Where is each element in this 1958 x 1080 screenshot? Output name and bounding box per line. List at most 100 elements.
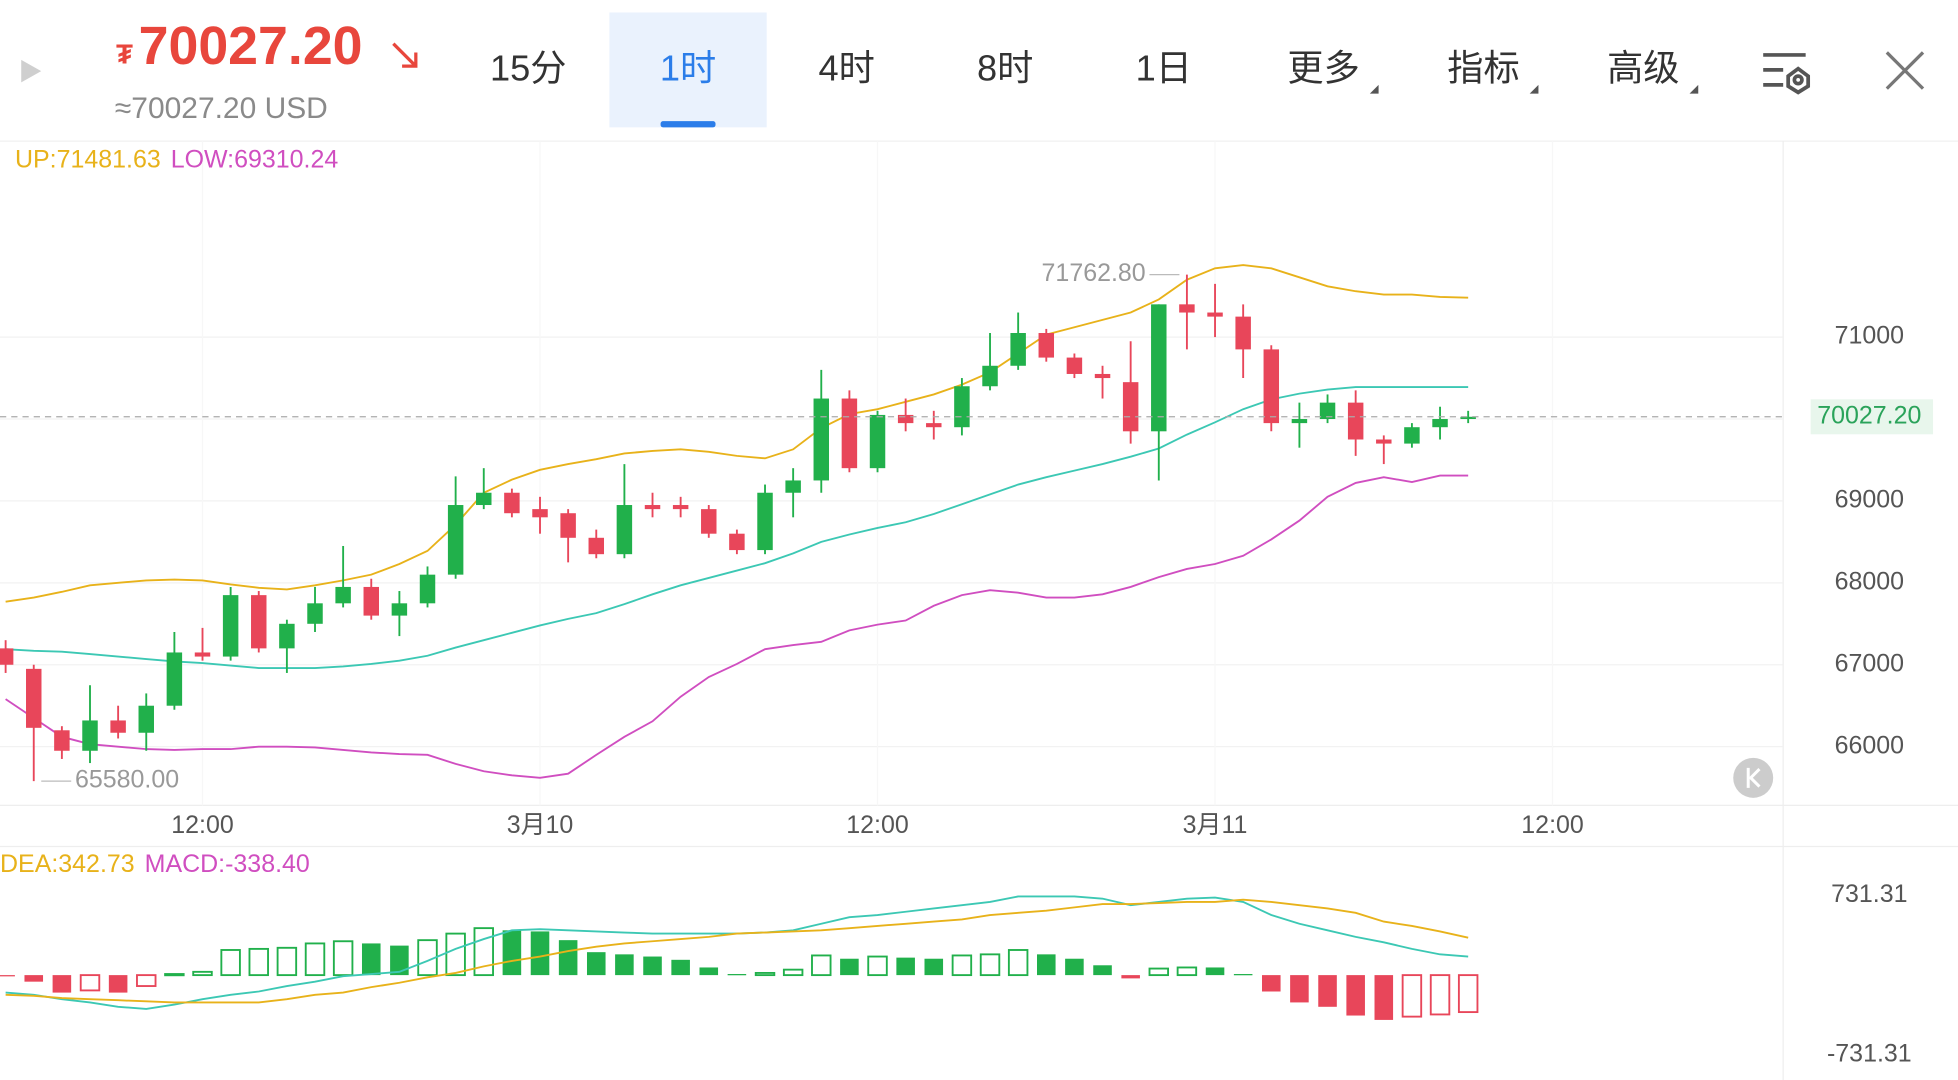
candle-body: [1094, 373, 1111, 379]
candle-body: [954, 386, 970, 428]
y-tick-label: 69000: [1835, 486, 1904, 514]
macd-bar: [840, 958, 859, 976]
settings-icon[interactable]: [1763, 53, 1811, 95]
macd-bar: [979, 953, 1001, 977]
candle-body: [644, 505, 661, 510]
tab[interactable]: 8时: [977, 48, 1033, 89]
candle-body: [757, 492, 773, 551]
candle-body: [560, 513, 576, 538]
candle-body: [82, 720, 98, 751]
candle-body: [279, 623, 295, 649]
tab-highlight: [609, 12, 767, 128]
macd-bar: [782, 968, 804, 977]
y-tick-label: 71000: [1835, 322, 1904, 350]
candle-body: [335, 586, 351, 604]
macd-bar: [1036, 954, 1056, 976]
play-icon[interactable]: [21, 59, 42, 83]
macd-bar: [896, 957, 915, 976]
legend-entry: MACD:-338.40: [145, 850, 310, 878]
candle-body: [672, 505, 689, 510]
tab[interactable]: 更多: [1287, 48, 1359, 89]
macd-bar: [1205, 967, 1225, 976]
macd-bar: [1065, 958, 1084, 976]
candle-body: [869, 414, 886, 469]
candle-body: [391, 603, 408, 616]
indicator-line: [5, 386, 1469, 669]
tab[interactable]: 高级: [1607, 48, 1679, 89]
candle-body: [476, 492, 492, 506]
candle-body: [897, 414, 914, 424]
tab[interactable]: 1日: [1136, 48, 1192, 89]
macd-bar: [0, 975, 15, 977]
macd-bar: [1374, 975, 1394, 1020]
macd-bar: [924, 958, 944, 976]
candle-body: [222, 595, 239, 657]
y-tick-label: 68000: [1835, 567, 1904, 595]
macd-bar: [1346, 975, 1365, 1016]
indicator-line: [5, 474, 1469, 779]
macd-bar: [79, 974, 101, 992]
macd-bar: [699, 967, 719, 976]
macd-bar: [361, 943, 381, 976]
candle-body: [504, 492, 520, 514]
macd-bar: [108, 975, 128, 993]
legend-entry: DEA:342.73: [0, 850, 135, 878]
candle-body: [588, 537, 605, 555]
current-price-tag: [1810, 399, 1934, 435]
x-tick-label: 12:00: [1521, 811, 1583, 839]
current-price-label: 70027.20: [1817, 401, 1921, 429]
x-tick-label: 3月11: [1183, 811, 1248, 839]
macd-bar: [136, 974, 157, 987]
candle-body: [54, 730, 70, 751]
candle-body: [1263, 349, 1280, 424]
candle-body: [447, 505, 464, 575]
macd-bar: [1457, 974, 1479, 1014]
candle-body: [729, 533, 745, 551]
tab[interactable]: 15分: [490, 48, 566, 89]
scroll-latest-button[interactable]: [1733, 757, 1774, 798]
approx-price: ≈70027.20 USD: [115, 92, 328, 125]
macd-bar: [164, 973, 185, 977]
macd-bar: [1176, 966, 1198, 977]
candle-body: [616, 505, 633, 555]
timeframe-tabs: 15分 1时 4时 8时 1日 更多 指标 高级: [490, 12, 1680, 128]
candle-body: [1066, 357, 1083, 374]
macd-bar: [1233, 974, 1253, 976]
x-tick-label: 12:00: [846, 811, 908, 839]
candle-body: [194, 652, 211, 657]
close-icon[interactable]: [1885, 51, 1925, 90]
macd-bar: [1318, 975, 1337, 1007]
last-price: 70027.20: [139, 16, 363, 76]
macd-bar: [445, 932, 466, 977]
macd-bar: [586, 952, 606, 976]
tab[interactable]: 4时: [818, 48, 874, 89]
tab-underline: [660, 121, 716, 128]
tab[interactable]: 指标: [1447, 48, 1519, 89]
candle-body: [307, 603, 323, 624]
candle-body: [1319, 402, 1336, 420]
candle-body: [1122, 382, 1139, 432]
macd-bar: [558, 940, 578, 976]
y-tick-label: 67000: [1835, 649, 1904, 677]
plot-area: 66000670006800069000700007100012:003月101…: [0, 141, 1934, 1068]
candle-body: [1404, 427, 1420, 444]
candle-body: [1376, 439, 1392, 444]
x-tick-label: 3月10: [507, 811, 574, 839]
macd-bar: [248, 947, 269, 977]
tab[interactable]: 1时: [660, 48, 716, 89]
legend-entry: UP:71481.63: [15, 146, 161, 174]
indicator-line: [5, 264, 1469, 603]
candle-body: [26, 668, 42, 728]
macd-bar: [1429, 974, 1451, 1016]
candle-body: [1460, 416, 1476, 420]
macd-bar: [304, 942, 326, 977]
down-arrow: [392, 42, 418, 68]
macd-bar: [1401, 974, 1423, 1018]
candle-body: [701, 509, 717, 534]
macd-bar: [754, 971, 776, 977]
macd-bar: [502, 930, 522, 976]
macd-bar: [220, 949, 241, 977]
